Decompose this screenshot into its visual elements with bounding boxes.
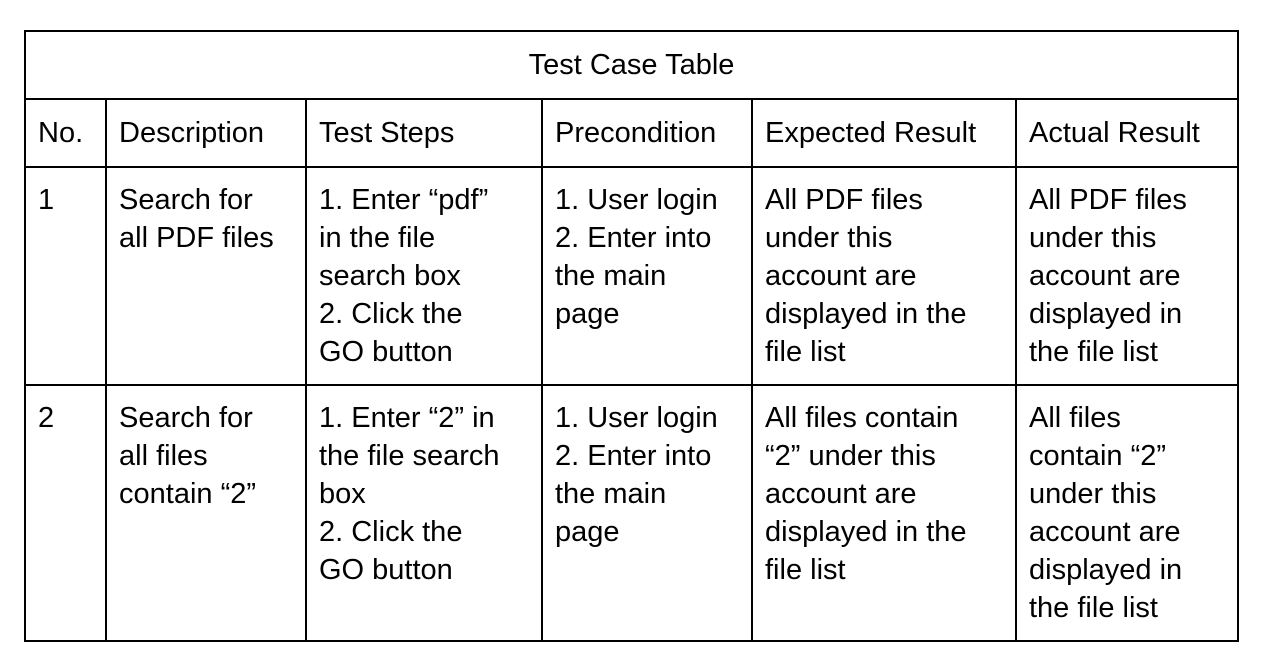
cell-no: 2	[24, 384, 107, 642]
cell-line: under this	[765, 222, 893, 254]
cell-line: 1. Enter “pdf”	[319, 184, 489, 216]
cell-line: account are	[1029, 260, 1181, 292]
cell-line: 1. User login	[555, 184, 718, 216]
cell-line: file list	[765, 554, 846, 586]
cell-line: displayed in	[1029, 554, 1183, 586]
header-expected-result: Expected Result	[751, 98, 1017, 168]
cell-line: “2” under this	[765, 440, 936, 472]
cell-line: All files contain	[765, 402, 959, 434]
cell-line: contain “2”	[1029, 440, 1167, 472]
cell-line: the main	[555, 478, 667, 510]
cell-line: 1. User login	[555, 402, 718, 434]
cell-line: account are	[765, 478, 917, 510]
cell-line: 1. Enter “2” in	[319, 402, 495, 434]
cell-line: in the file	[319, 222, 436, 254]
cell-line: the main	[555, 260, 667, 292]
cell-line: contain “2”	[119, 478, 257, 510]
cell-line: 2. Click the	[319, 516, 463, 548]
cell-expected-result: All PDF files under this account are dis…	[751, 166, 1017, 386]
cell-line: the file list	[1029, 592, 1158, 624]
cell-line: 2. Enter into	[555, 440, 712, 472]
table-title: Test Case Table	[24, 30, 1239, 100]
cell-line: file list	[765, 336, 846, 368]
cell-line: GO button	[319, 336, 453, 368]
cell-line: 2. Click the	[319, 298, 463, 330]
cell-description: Search for all PDF files	[105, 166, 307, 386]
cell-precondition: 1. User login 2. Enter into the main pag…	[541, 384, 753, 642]
cell-line: page	[555, 516, 620, 548]
cell-description: Search for all files contain “2”	[105, 384, 307, 642]
cell-line: Search for	[119, 402, 253, 434]
cell-precondition: 1. User login 2. Enter into the main pag…	[541, 166, 753, 386]
table-header-row: No. Description Test Steps Precondition …	[24, 98, 1239, 168]
table-row: 1 Search for all PDF files 1. Enter “pdf…	[24, 166, 1239, 386]
cell-actual-result: All files contain “2” under this account…	[1015, 384, 1239, 642]
cell-line: the file list	[1029, 336, 1158, 368]
cell-line: box	[319, 478, 366, 510]
cell-line: Search for	[119, 184, 253, 216]
cell-line: page	[555, 298, 620, 330]
cell-line: the file search	[319, 440, 500, 472]
table-title-row: Test Case Table	[24, 30, 1239, 100]
header-no: No.	[24, 98, 107, 168]
header-actual-result: Actual Result	[1015, 98, 1239, 168]
header-description: Description	[105, 98, 307, 168]
cell-line: all files	[119, 440, 208, 472]
header-test-steps: Test Steps	[305, 98, 543, 168]
cell-line: All PDF files	[1029, 184, 1187, 216]
cell-line: under this	[1029, 222, 1157, 254]
header-precondition: Precondition	[541, 98, 753, 168]
cell-line: account are	[1029, 516, 1181, 548]
cell-no: 1	[24, 166, 107, 386]
cell-line: under this	[1029, 478, 1157, 510]
cell-line: search box	[319, 260, 461, 292]
cell-line: all PDF files	[119, 222, 274, 254]
table-row: 2 Search for all files contain “2” 1. En…	[24, 384, 1239, 642]
cell-line: 2. Enter into	[555, 222, 712, 254]
cell-line: All files	[1029, 402, 1121, 434]
cell-line: displayed in the	[765, 298, 967, 330]
cell-line: displayed in	[1029, 298, 1183, 330]
cell-test-steps: 1. Enter “2” in the file search box 2. C…	[305, 384, 543, 642]
cell-actual-result: All PDF files under this account are dis…	[1015, 166, 1239, 386]
cell-expected-result: All files contain “2” under this account…	[751, 384, 1017, 642]
test-case-table: Test Case Table No. Description Test Ste…	[24, 30, 1239, 642]
cell-test-steps: 1. Enter “pdf” in the file search box 2.…	[305, 166, 543, 386]
cell-line: All PDF files	[765, 184, 923, 216]
cell-line: account are	[765, 260, 917, 292]
cell-line: GO button	[319, 554, 453, 586]
cell-line: displayed in the	[765, 516, 967, 548]
